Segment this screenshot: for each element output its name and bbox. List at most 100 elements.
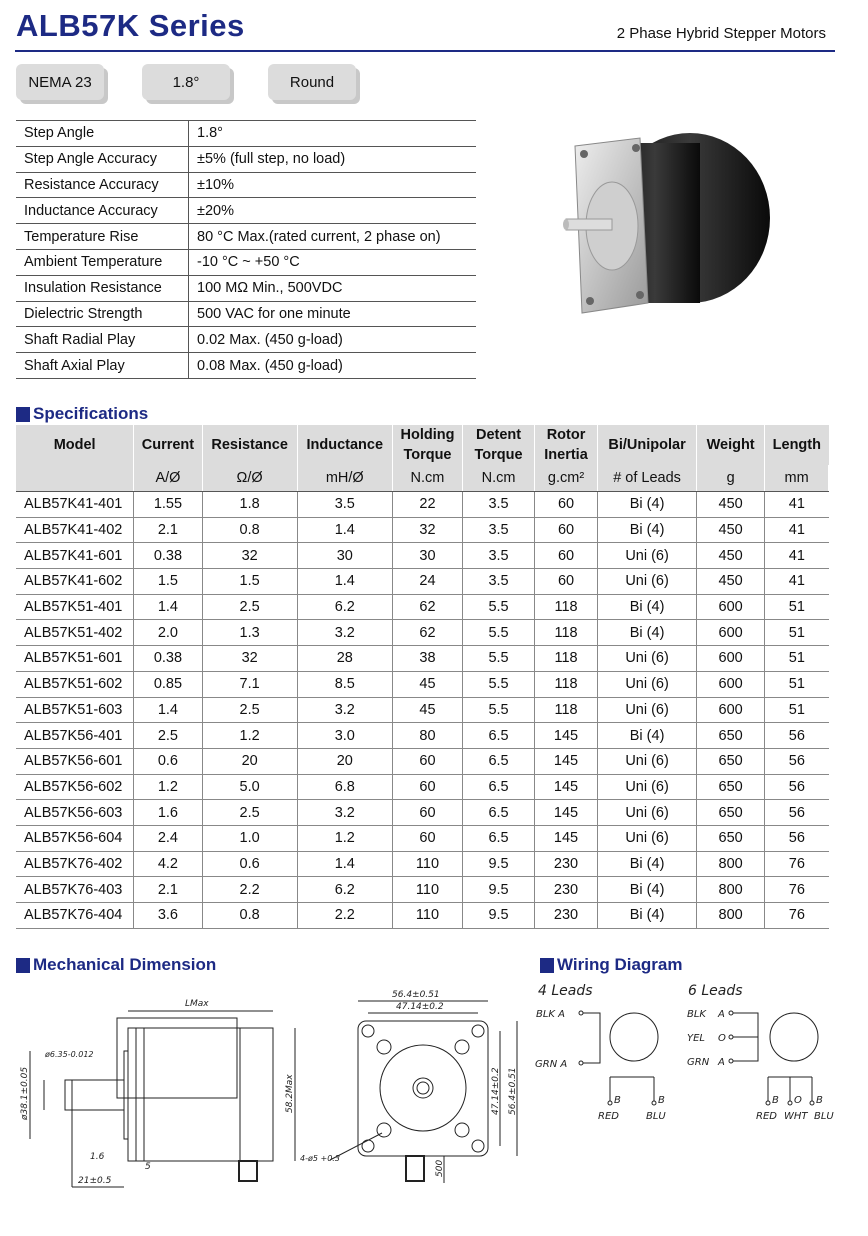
table-cell: 600: [696, 697, 766, 724]
table-cell: 76: [764, 876, 829, 903]
svg-text:47.14±0.2: 47.14±0.2: [396, 1002, 444, 1012]
tag-step-angle: 1.8°: [142, 64, 230, 100]
table-cell: 145: [534, 799, 599, 826]
table-cell: 76: [764, 902, 829, 929]
svg-text:BLU: BLU: [646, 1111, 666, 1122]
table-cell: ALB57K56-603: [16, 799, 135, 826]
table-cell: 6.8: [297, 774, 393, 801]
table-cell: 3.5: [462, 517, 535, 544]
table-row: ALB57K76-404 3.6 0.8 2.2 110 9.5 230 Bi (4) 800 7…: [16, 902, 829, 929]
property-row: Step Angle Accuracy ±5% (full step, no lo…: [16, 146, 476, 173]
table-cell: 650: [696, 748, 766, 775]
table-row: ALB57K41-401 1.55 1.8 3.5 22 3.5 60 Bi (4) 450 41: [16, 491, 829, 518]
property-row: Ambient Temperature -10 °C ~ +50 °C: [16, 249, 476, 276]
table-cell: 1.4: [297, 568, 393, 595]
column-unit: A/Ø: [133, 465, 203, 492]
table-cell: 32: [202, 645, 298, 672]
table-cell: Uni (6): [597, 748, 698, 775]
column-header: Bi/Unipolar: [597, 425, 698, 465]
table-cell: 51: [764, 594, 829, 621]
table-row: ALB57K56-602 1.2 5.0 6.8 60 6.5 145 Uni (6) 650 5…: [16, 774, 829, 801]
table-cell: 0.6: [202, 851, 298, 878]
table-cell: ALB57K56-604: [16, 825, 135, 852]
table-cell: 5.5: [462, 645, 535, 672]
table-cell: 230: [534, 902, 599, 929]
table-cell: 41: [764, 491, 829, 518]
property-value: ±10%: [188, 172, 476, 199]
table-cell: 41: [764, 568, 829, 595]
table-cell: 145: [534, 825, 599, 852]
table-cell: 60: [534, 491, 599, 518]
svg-text:BLK A: BLK A: [536, 1009, 565, 1020]
table-cell: 1.0: [202, 825, 298, 852]
wiring-diagram: 4 Leads BLK A GRN A B B RED BLU 6 Leads …: [535, 983, 834, 1122]
property-value: -10 °C ~ +50 °C: [188, 249, 476, 276]
svg-text:GRN: GRN: [687, 1057, 710, 1068]
table-cell: 450: [696, 517, 766, 544]
table-cell: 30: [392, 542, 464, 570]
svg-text:O: O: [794, 1095, 802, 1106]
svg-text:4-ø5 +0.3: 4-ø5 +0.3: [300, 1154, 340, 1163]
table-cell: 6.5: [462, 825, 535, 852]
table-cell: 110: [392, 902, 464, 929]
page-subtitle: 2 Phase Hybrid Stepper Motors: [616, 25, 826, 42]
table-cell: 230: [534, 876, 599, 903]
table-cell: 22: [392, 491, 464, 518]
property-label: Temperature Rise: [16, 223, 189, 250]
table-cell: 110: [392, 876, 464, 903]
table-cell: 3.5: [462, 491, 535, 518]
table-cell: 60: [534, 542, 599, 570]
property-value: 0.08 Max. (450 g-load): [188, 352, 476, 379]
table-cell: 2.2: [297, 902, 393, 929]
table-cell: 9.5: [462, 876, 535, 903]
table-cell: 0.85: [133, 671, 203, 698]
table-cell: 145: [534, 722, 599, 749]
property-label: Inductance Accuracy: [16, 197, 189, 225]
table-cell: 1.4: [297, 517, 393, 544]
side-view-body: [116, 1017, 238, 1099]
table-cell: ALB57K41-601: [16, 542, 135, 570]
column-unit: mH/Ø: [297, 465, 393, 492]
table-cell: ALB57K56-602: [16, 774, 135, 801]
svg-text:YEL: YEL: [687, 1033, 705, 1044]
table-cell: Bi (4): [597, 722, 698, 749]
property-row: Step Angle 1.8°: [16, 120, 476, 147]
column-unit: g.cm²: [534, 465, 599, 492]
table-cell: Bi (4): [597, 517, 698, 544]
svg-text:BLK: BLK: [687, 1009, 707, 1020]
table-cell: 2.4: [133, 825, 203, 852]
table-cell: 20: [297, 748, 393, 775]
property-row: Shaft Axial Play 0.08 Max. (450 g-load): [16, 352, 476, 379]
tag-shape: Round: [268, 64, 356, 100]
table-cell: ALB57K41-402: [16, 517, 135, 544]
property-value: 500 VAC for one minute: [188, 301, 476, 328]
table-cell: 110: [392, 851, 464, 878]
page-title: ALB57K Series: [16, 8, 245, 43]
table-cell: 2.5: [202, 594, 298, 621]
table-cell: 24: [392, 568, 464, 595]
mechanical-heading: Mechanical Dimension: [16, 955, 216, 975]
table-cell: 41: [764, 517, 829, 544]
table-row: ALB57K41-601 0.38 32 30 30 3.5 60 Uni (6) 450 41: [16, 542, 829, 570]
column-header: Length: [764, 425, 829, 465]
table-cell: 56: [764, 799, 829, 826]
table-cell: 4.2: [133, 851, 203, 878]
table-cell: 1.2: [133, 774, 203, 801]
table-cell: 9.5: [462, 851, 535, 878]
table-cell: Uni (6): [597, 671, 698, 698]
column-unit: N.cm: [392, 465, 464, 492]
table-cell: 56: [764, 774, 829, 801]
table-cell: 650: [696, 774, 766, 801]
table-cell: 3.2: [297, 799, 393, 826]
property-value: 0.02 Max. (450 g-load): [188, 326, 476, 354]
table-row: ALB57K51-602 0.85 7.1 8.5 45 5.5 118 Uni (6) 600…: [16, 671, 829, 698]
svg-text:O: O: [718, 1033, 726, 1044]
tag-nema: NEMA 23: [16, 64, 104, 100]
table-cell: 2.5: [202, 697, 298, 724]
coil-b-center-tap: [767, 1076, 813, 1101]
table-row: ALB57K56-604 2.4 1.0 1.2 60 6.5 145 Uni (6) 650 5…: [16, 825, 829, 852]
column-header: Current: [133, 425, 203, 465]
table-cell: 45: [392, 671, 464, 698]
table-cell: 1.55: [133, 491, 203, 518]
